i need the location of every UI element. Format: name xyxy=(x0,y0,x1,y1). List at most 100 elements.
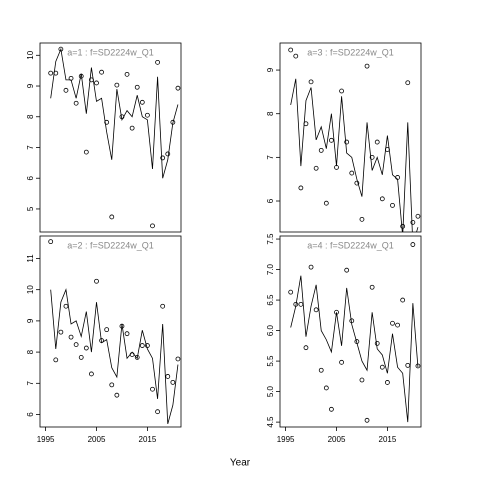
fit-line xyxy=(50,288,179,424)
point xyxy=(344,267,350,273)
point xyxy=(318,367,324,373)
point xyxy=(104,327,110,333)
point xyxy=(323,385,329,391)
point xyxy=(78,355,84,360)
y-tick-label: 8 xyxy=(26,349,35,354)
x-axis-label: Year xyxy=(230,458,251,469)
panel-title: a=1 : f=SD2224w_Q1 xyxy=(67,47,154,57)
point xyxy=(109,214,115,220)
plot-frame xyxy=(39,235,182,428)
point xyxy=(129,125,135,131)
point xyxy=(170,379,176,385)
point xyxy=(359,377,365,383)
point xyxy=(48,70,54,76)
point xyxy=(298,185,304,191)
point xyxy=(379,364,385,370)
point xyxy=(139,99,145,105)
point xyxy=(53,357,59,363)
point xyxy=(68,334,74,340)
point xyxy=(298,301,304,307)
y-tick-label: 8 xyxy=(266,111,275,116)
fit-line xyxy=(290,78,419,232)
point xyxy=(165,151,171,157)
point xyxy=(369,154,375,160)
point xyxy=(390,202,395,208)
panel: a=3 : f=SD2224w_Q1 6 7 8 9 xyxy=(266,42,422,233)
y-tick-label: 4.5 xyxy=(266,416,275,428)
x-tick-label: 2015 xyxy=(379,435,397,444)
point xyxy=(288,289,294,295)
plot-frame xyxy=(279,42,422,233)
point xyxy=(374,139,380,145)
y-tick-label: 6 xyxy=(26,412,35,417)
panel-title: a=3 : f=SD2224w_Q1 xyxy=(307,47,394,57)
point xyxy=(410,219,416,225)
point xyxy=(134,355,140,360)
point xyxy=(155,59,160,65)
point xyxy=(99,69,104,75)
fit-line xyxy=(290,275,419,423)
y-tick-label: 6 xyxy=(266,198,275,203)
point xyxy=(385,380,390,385)
y-tick-label: 10 xyxy=(26,285,35,294)
point xyxy=(114,392,120,398)
point xyxy=(308,79,314,85)
point xyxy=(109,382,115,388)
y-tick-label: 7.0 xyxy=(266,263,275,275)
y-tick-label: 11 xyxy=(26,254,35,263)
y-tick-label: 7 xyxy=(26,381,35,386)
y-tick-label: 7 xyxy=(26,145,35,150)
point xyxy=(303,345,309,351)
point xyxy=(313,165,319,171)
point xyxy=(83,149,89,155)
point xyxy=(124,331,130,337)
point xyxy=(323,200,329,206)
point xyxy=(89,371,94,377)
y-tick-label: 6 xyxy=(26,175,35,180)
y-tick-label: 5.5 xyxy=(266,355,275,367)
point xyxy=(165,374,171,379)
point xyxy=(354,180,360,186)
x-tick-label: 1995 xyxy=(277,435,295,444)
y-tick-label: 9 xyxy=(26,83,35,88)
point xyxy=(400,297,406,303)
point xyxy=(134,84,140,90)
point xyxy=(124,71,130,77)
point xyxy=(390,320,395,326)
point xyxy=(293,53,299,59)
point xyxy=(63,87,69,93)
point xyxy=(359,216,365,222)
point xyxy=(318,147,324,153)
point xyxy=(364,63,370,69)
point xyxy=(114,82,120,88)
point xyxy=(145,112,150,118)
point xyxy=(160,155,166,161)
point xyxy=(379,196,385,202)
point xyxy=(160,303,166,309)
point xyxy=(139,343,145,348)
y-tick-label: 5 xyxy=(26,206,35,211)
plot-frame xyxy=(39,42,182,233)
point xyxy=(104,119,110,125)
point xyxy=(405,80,411,86)
y-tick-label: 6.5 xyxy=(266,294,275,306)
x-tick-label: 2015 xyxy=(139,435,157,444)
x-tick-label: 1995 xyxy=(37,435,55,444)
point xyxy=(58,329,64,335)
panel-title: a=4 : f=SD2224w_Q1 xyxy=(307,240,394,250)
point xyxy=(395,322,400,328)
panel: a=4 : f=SD2224w_Q1 4.5 5.0 5.5 6.0 6.5 7.0 7.5 1… xyxy=(266,233,422,444)
point xyxy=(175,85,181,91)
point xyxy=(94,278,99,284)
x-tick-label: 2005 xyxy=(88,435,106,444)
panel-title: a=2 : f=SD2224w_Q1 xyxy=(67,240,154,250)
y-tick-label: 9 xyxy=(266,67,275,72)
point xyxy=(313,307,319,313)
point xyxy=(308,264,314,270)
panel: a=1 : f=SD2224w_Q1 5 6 7 8 9 10 xyxy=(26,42,182,233)
point xyxy=(94,80,99,86)
y-tick-label: 5.0 xyxy=(266,385,275,397)
point xyxy=(349,170,355,176)
point xyxy=(339,359,344,365)
